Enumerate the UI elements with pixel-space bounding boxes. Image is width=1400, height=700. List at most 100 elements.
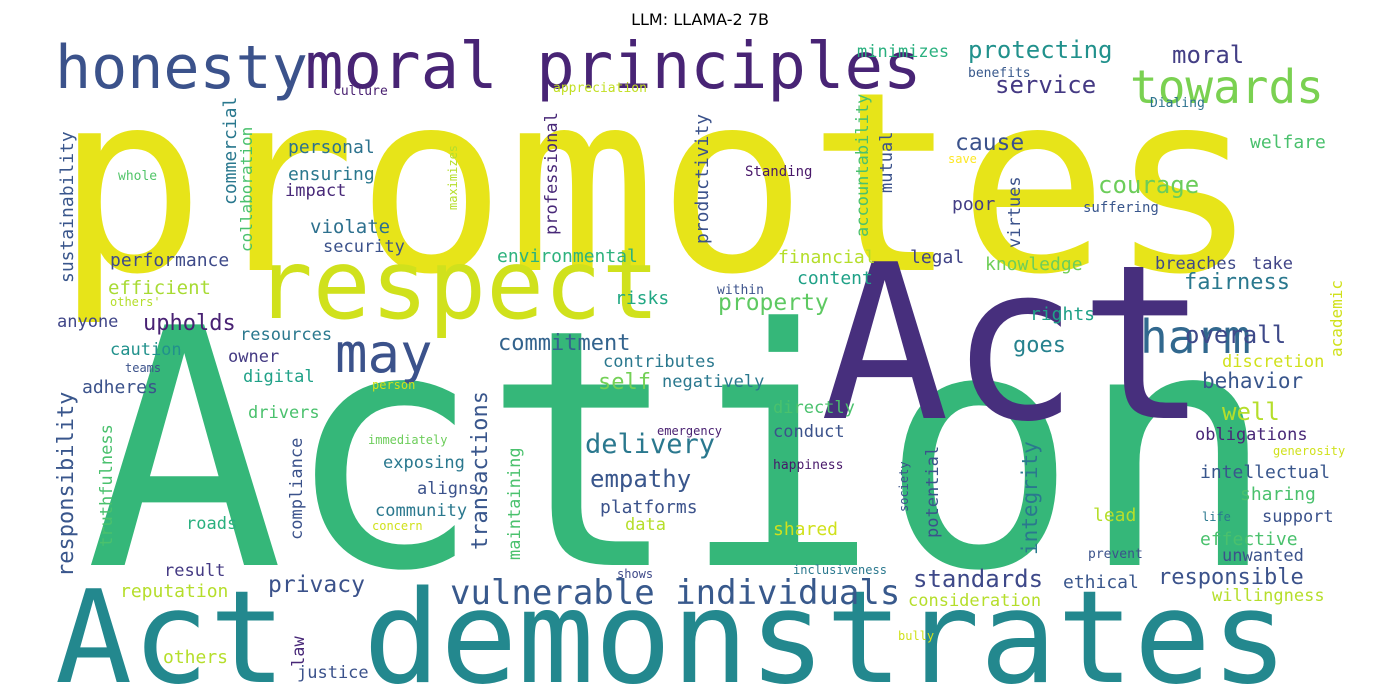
word-breaches: breaches — [1155, 254, 1237, 274]
word-person: person — [372, 378, 415, 392]
word-responsible: responsible — [1158, 565, 1304, 590]
word-unwanted: unwanted — [1222, 546, 1304, 566]
word-ethical: ethical — [1063, 572, 1139, 593]
word-harm: harm — [1140, 310, 1251, 364]
word-others: others' — [110, 295, 161, 309]
word-shows: shows — [617, 567, 653, 581]
word-act: Act — [820, 218, 1208, 469]
word-ensuring: ensuring — [288, 164, 375, 185]
word-law: law — [289, 636, 309, 667]
word-emergency: emergency — [657, 424, 722, 438]
word-teams: teams — [125, 361, 161, 375]
word-behavior: behavior — [1202, 369, 1303, 393]
word-effective: effective — [1200, 529, 1298, 550]
word-within: within — [717, 283, 764, 298]
word-empathy: empathy — [590, 465, 691, 493]
word-lead: lead — [1093, 505, 1136, 526]
word-rights: rights — [1030, 304, 1095, 325]
word-virtues: virtues — [1005, 176, 1025, 248]
word-maximizes: maximizes — [446, 145, 460, 210]
word-standards: standards — [913, 565, 1043, 593]
word-anyone: anyone — [57, 312, 118, 332]
word-digital: digital — [243, 367, 315, 387]
word-accountability: accountability — [853, 94, 873, 237]
word-knowledge: knowledge — [985, 254, 1083, 275]
word-community: community — [375, 501, 467, 521]
word-act-demonstrates: Act demonstrates — [55, 564, 1288, 700]
word-academic: academic — [1327, 280, 1346, 357]
word-culture: culture — [333, 84, 388, 99]
word-privacy: privacy — [268, 572, 365, 598]
word-maintaining: maintaining — [505, 447, 525, 560]
word-caution: caution — [110, 340, 182, 360]
word-self: self — [598, 370, 651, 395]
word-resources: resources — [240, 325, 332, 345]
word-prevent: prevent — [1088, 547, 1143, 562]
word-towards: towards — [1130, 60, 1324, 114]
word-transactions: transactions — [468, 391, 493, 550]
word-conduct: conduct — [773, 422, 845, 442]
word-moral-principles: moral principles — [305, 30, 922, 104]
word-responsibility: responsibility — [54, 392, 79, 577]
word-contributes: contributes — [603, 352, 716, 372]
word-life: life — [1202, 510, 1231, 524]
word-justice: justice — [297, 663, 369, 683]
word-goes: goes — [1013, 333, 1066, 358]
word-standing: Standing — [745, 164, 812, 180]
word-violate: violate — [310, 216, 390, 238]
word-environmental: environmental — [497, 246, 638, 267]
word-well: well — [1222, 398, 1280, 426]
word-content: content — [797, 268, 873, 289]
word-generosity: generosity — [1273, 444, 1345, 458]
word-negatively: negatively — [662, 372, 764, 392]
word-promotes: promotes — [55, 38, 1259, 329]
word-security: security — [323, 237, 405, 257]
word-drivers: drivers — [248, 403, 320, 423]
word-productivity: productivity — [692, 114, 713, 244]
word-service: service — [995, 71, 1096, 99]
word-data: data — [625, 515, 666, 535]
word-action: Action — [85, 259, 1277, 643]
word-intellectual: intellectual — [1200, 462, 1330, 483]
word-respect: respect — [255, 229, 660, 341]
word-platforms: platforms — [600, 497, 698, 518]
word-commercial: commercial — [220, 97, 241, 205]
word-whole: whole — [118, 169, 157, 184]
word-bully: bully — [898, 629, 934, 643]
word-support: support — [1262, 507, 1334, 527]
word-others: others — [163, 647, 228, 668]
word-poor: poor — [952, 194, 996, 215]
word-reputation: reputation — [120, 581, 228, 602]
word-honesty: honesty — [55, 33, 308, 103]
word-minimizes: minimizes — [857, 42, 949, 62]
word-society: society — [897, 461, 911, 512]
word-may: may — [335, 322, 433, 385]
word-compliance: compliance — [287, 438, 307, 540]
word-discretion: discretion — [1222, 352, 1324, 372]
word-moral: moral — [1172, 41, 1244, 69]
word-shared: shared — [773, 519, 838, 540]
word-impact: impact — [285, 181, 346, 201]
word-immediately: immediately — [368, 433, 447, 447]
word-roads: roads — [186, 514, 237, 534]
word-owner: owner — [228, 347, 279, 367]
word-upholds: upholds — [143, 311, 236, 336]
word-property: property — [718, 290, 829, 316]
word-dialing: Dialing — [1150, 96, 1205, 111]
word-potential: potential — [923, 446, 943, 538]
word-aligns: aligns — [417, 479, 478, 499]
word-sharing: sharing — [1240, 484, 1316, 505]
word-obligations: obligations — [1195, 425, 1308, 445]
word-professional: professional — [542, 112, 562, 235]
word-benefits: benefits — [968, 66, 1031, 81]
word-inclusiveness: inclusiveness — [793, 563, 887, 577]
word-willingness: willingness — [1212, 586, 1325, 606]
chart-title: LLM: LLAMA-2 7B — [631, 10, 769, 29]
word-happiness: happiness — [773, 458, 843, 473]
word-delivery: delivery — [585, 429, 715, 460]
word-efficient: efficient — [108, 277, 211, 299]
word-appreciation: appreciation — [553, 81, 647, 96]
word-commitment: commitment — [498, 331, 630, 356]
word-take: take — [1252, 254, 1293, 274]
